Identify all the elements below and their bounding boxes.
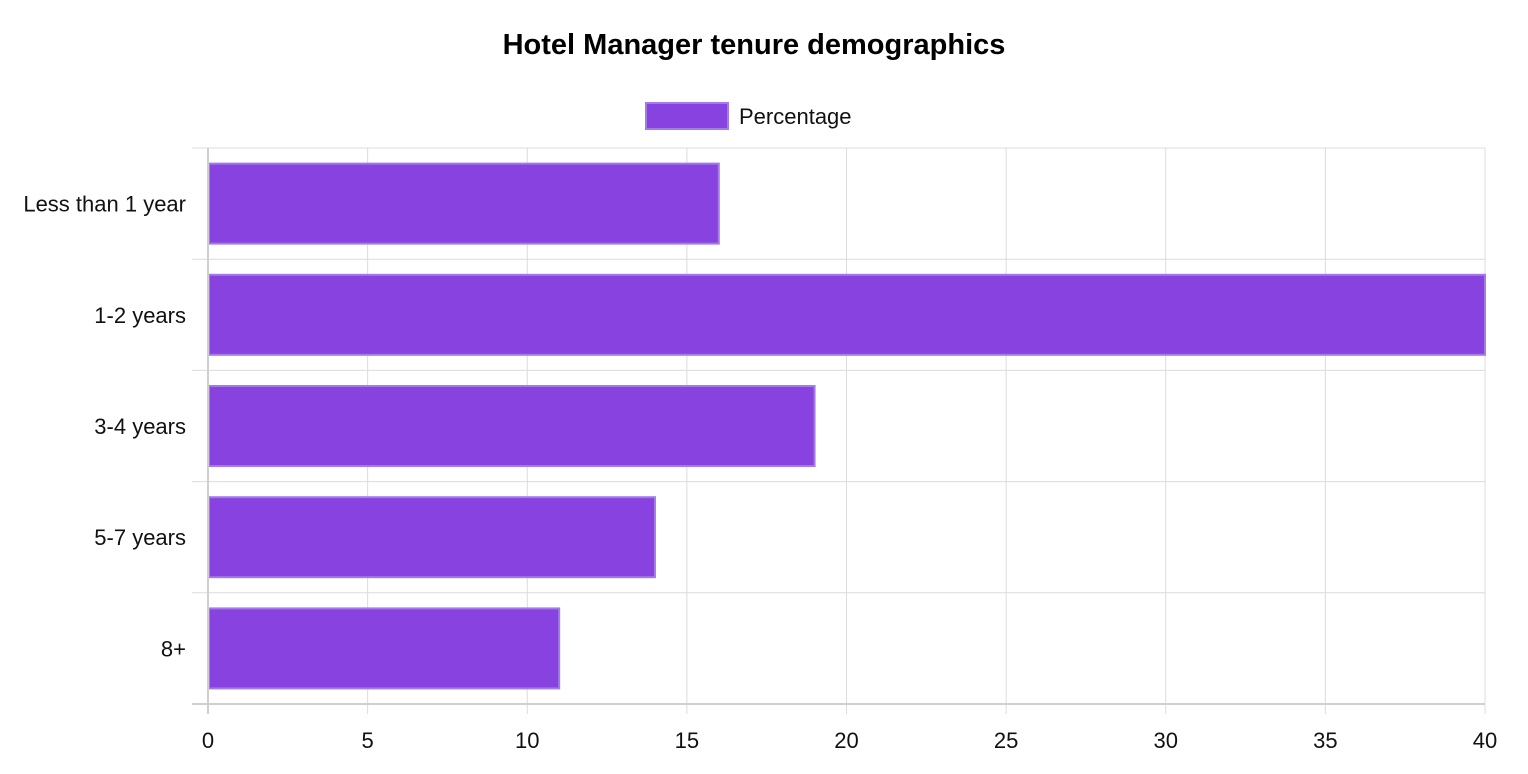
y-axis-labels: Less than 1 year 1-2 years 3-4 years 5-7 ye… (23, 192, 186, 662)
axes (192, 148, 1485, 714)
x-tick-label: 10 (515, 728, 539, 753)
y-category-label: 8+ (161, 636, 186, 661)
x-tick-label: 35 (1313, 728, 1337, 753)
x-axis-labels: 0 5 10 15 20 25 30 35 40 (202, 728, 1497, 753)
legend-label-percentage: Percentage (739, 104, 852, 129)
bar[interactable] (208, 162, 720, 245)
x-tick-label: 25 (994, 728, 1018, 753)
x-tick-label: 0 (202, 728, 214, 753)
bar[interactable] (208, 607, 561, 690)
bar[interactable] (208, 385, 816, 467)
y-category-label: 3-4 years (94, 414, 186, 439)
y-category-label: Less than 1 year (23, 192, 186, 217)
gridlines (192, 147, 1486, 714)
bars (208, 162, 1486, 690)
y-category-label: 1-2 years (94, 303, 186, 328)
x-tick-label: 20 (834, 728, 858, 753)
legend[interactable]: Percentage (645, 102, 852, 130)
x-tick-label: 15 (675, 728, 699, 753)
legend-swatch-percentage (645, 102, 729, 130)
x-tick-label: 30 (1154, 728, 1178, 753)
bar[interactable] (208, 273, 1486, 356)
y-category-label: 5-7 years (94, 525, 186, 550)
bar[interactable] (208, 496, 656, 579)
x-tick-label: 5 (362, 728, 374, 753)
chart-title: Hotel Manager tenure demographics (503, 29, 1006, 61)
x-tick-label: 40 (1473, 728, 1497, 753)
